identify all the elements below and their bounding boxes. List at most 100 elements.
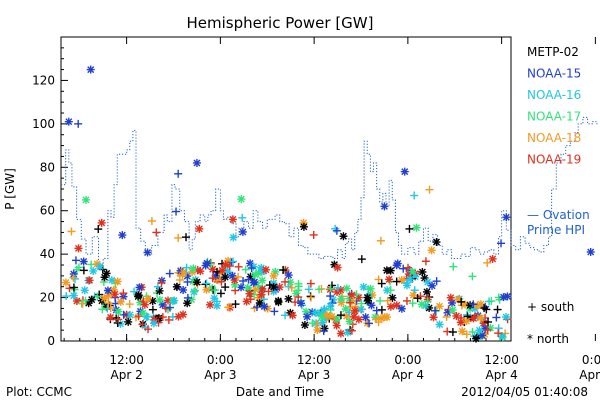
north-point bbox=[100, 294, 109, 303]
north-point bbox=[189, 264, 198, 273]
south-point bbox=[410, 191, 419, 200]
x-tick-time: 12:00 bbox=[109, 353, 144, 367]
north-point bbox=[366, 284, 375, 293]
north-point bbox=[110, 290, 119, 299]
south-point bbox=[210, 286, 219, 295]
south-point bbox=[201, 280, 210, 289]
x-tick-time: 0:00 bbox=[394, 353, 421, 367]
north-point bbox=[354, 315, 363, 324]
north-point bbox=[203, 259, 212, 268]
north-point bbox=[380, 202, 389, 211]
legend-entry: METP-02 bbox=[527, 45, 579, 59]
north-point bbox=[427, 246, 436, 255]
north-point bbox=[317, 312, 326, 321]
north-point bbox=[143, 294, 152, 303]
south-point bbox=[331, 224, 340, 233]
x-tick-date: Apr 3 bbox=[298, 368, 330, 382]
south-point bbox=[99, 278, 108, 287]
north-point bbox=[397, 304, 406, 313]
north-point bbox=[97, 218, 106, 227]
y-axis: 0 20 40 60 80 100 120 bbox=[32, 47, 68, 348]
north-point bbox=[406, 275, 415, 284]
y-tick-label: 20 bbox=[40, 291, 55, 305]
south-point bbox=[164, 315, 173, 324]
north-point bbox=[251, 285, 260, 294]
north-point bbox=[135, 283, 144, 292]
south-point bbox=[202, 279, 211, 288]
y-tick-label: 0 bbox=[47, 334, 55, 348]
north-point bbox=[392, 301, 401, 310]
south-point bbox=[372, 315, 381, 324]
north-point bbox=[255, 298, 264, 307]
south-point bbox=[315, 285, 324, 294]
south-point bbox=[217, 277, 226, 286]
south-point bbox=[399, 264, 408, 273]
north-point bbox=[458, 327, 467, 336]
north-point bbox=[342, 284, 351, 293]
north-point bbox=[382, 266, 391, 275]
north-point bbox=[113, 277, 122, 286]
north-point bbox=[476, 313, 485, 322]
legend: METP-02 NOAA-15 NOAA-16 NOAA-17 NOAA-18 NOAA-… bbox=[527, 45, 581, 167]
north-point bbox=[299, 222, 308, 231]
south-point bbox=[106, 304, 115, 313]
north-point bbox=[412, 223, 421, 232]
x-tick-time: 0:00 bbox=[207, 353, 234, 367]
south-point bbox=[383, 296, 392, 305]
south-point bbox=[94, 225, 103, 234]
south-point bbox=[448, 328, 457, 337]
south-point bbox=[449, 262, 458, 271]
north-point bbox=[443, 308, 452, 317]
north-point bbox=[448, 305, 457, 314]
south-point bbox=[71, 256, 80, 265]
north-point bbox=[288, 311, 297, 320]
x-tick-time: 0:00 bbox=[582, 353, 600, 367]
south-point bbox=[431, 306, 440, 315]
south-point bbox=[376, 296, 385, 305]
south-point bbox=[182, 263, 191, 272]
south-point bbox=[270, 307, 279, 316]
south-point bbox=[365, 319, 374, 328]
north-point bbox=[475, 326, 484, 335]
north-point bbox=[179, 285, 188, 294]
south-point bbox=[281, 311, 290, 320]
south-point bbox=[244, 275, 253, 284]
south-point bbox=[174, 233, 183, 242]
north-point bbox=[488, 254, 497, 263]
south-point bbox=[357, 255, 366, 264]
north-point bbox=[174, 312, 183, 321]
north-point bbox=[192, 278, 201, 287]
south-point bbox=[114, 315, 123, 324]
legend-entry: NOAA-15 bbox=[527, 67, 581, 81]
south-point bbox=[69, 273, 78, 282]
y-tick-label: 60 bbox=[40, 204, 55, 218]
south-point bbox=[279, 266, 288, 275]
y-axis-label: P [GW] bbox=[3, 168, 17, 210]
north-point bbox=[498, 332, 507, 341]
north-point bbox=[313, 326, 322, 335]
south-point bbox=[402, 296, 411, 305]
south-point bbox=[246, 295, 255, 304]
ovation-hpi-line bbox=[61, 116, 598, 270]
south-point bbox=[287, 283, 296, 292]
south-point bbox=[69, 283, 78, 292]
north-point bbox=[102, 269, 111, 278]
north-point bbox=[408, 267, 417, 276]
south-point bbox=[319, 327, 328, 336]
north-point bbox=[323, 311, 332, 320]
south-point bbox=[157, 278, 166, 287]
south-point bbox=[71, 274, 80, 283]
north-point bbox=[106, 313, 115, 322]
north-point bbox=[87, 295, 96, 304]
north-point bbox=[172, 282, 181, 291]
north-point bbox=[190, 287, 199, 296]
north-point bbox=[428, 281, 437, 290]
south-point bbox=[309, 230, 318, 239]
north-point bbox=[221, 260, 230, 269]
south-point bbox=[432, 277, 441, 286]
north-point bbox=[417, 300, 426, 309]
south-point bbox=[332, 226, 341, 235]
north-point bbox=[361, 313, 370, 322]
south-point bbox=[119, 289, 128, 298]
